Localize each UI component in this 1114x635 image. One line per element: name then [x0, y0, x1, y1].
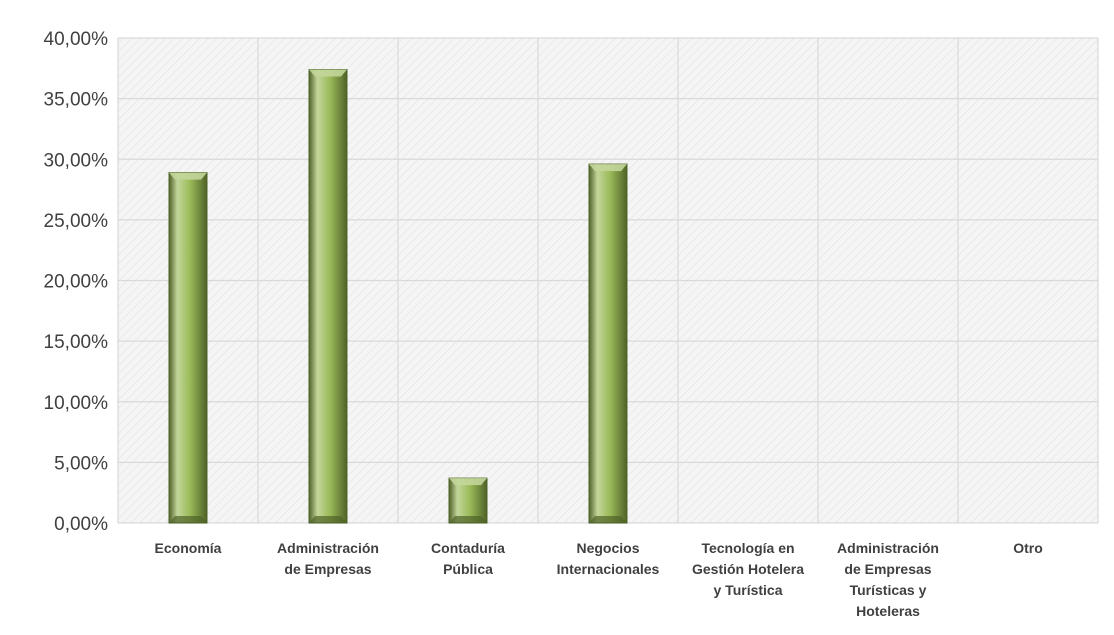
y-tick-label: 5,00% [54, 453, 108, 474]
bars [168, 69, 628, 524]
y-tick-label: 10,00% [44, 393, 109, 414]
bar [168, 172, 208, 524]
x-tick-label: Otro [1013, 540, 1043, 556]
bar [588, 163, 628, 524]
y-axis-ticks: 0,00% 5,00% 10,00% 15,00% 20,00% 25,00% 30,00%… [44, 29, 109, 535]
x-tick-label: Administración de Empresas Turísticas y Hot… [837, 540, 939, 619]
y-tick-label: 30,00% [44, 150, 109, 171]
y-tick-label: 35,00% [44, 90, 109, 111]
x-tick-label: Contaduría Pública [431, 540, 505, 577]
y-tick-label: 0,00% [54, 514, 108, 535]
y-tick-label: 15,00% [44, 332, 109, 353]
y-tick-label: 20,00% [44, 272, 109, 293]
x-tick-label: Administración de Empresas [277, 540, 379, 577]
x-tick-label: Economía [155, 540, 222, 556]
x-tick-label: Tecnología en Gestión Hotelera y Turística [692, 540, 804, 598]
x-axis-ticks: Economía Administración de Empresas Contadu… [155, 540, 1043, 619]
x-tick-label: Negocios Internacionales [557, 540, 660, 577]
bar [308, 69, 348, 524]
y-tick-label: 40,00% [44, 29, 109, 50]
bar [448, 477, 488, 524]
y-tick-label: 25,00% [44, 211, 109, 232]
